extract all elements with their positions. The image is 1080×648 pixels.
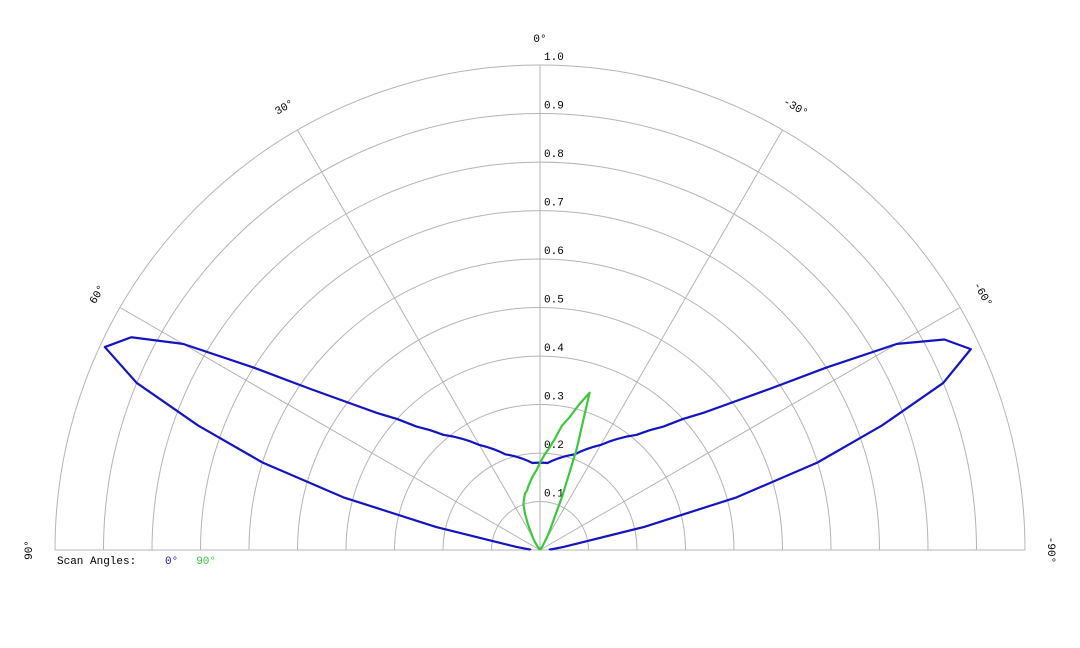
legend-entry: 90° (196, 556, 216, 568)
r-tick-label: 0.9 (544, 100, 564, 112)
grid-spoke (539, 129, 783, 551)
legend-entry: 0° (165, 556, 178, 568)
angle-tick-label: 0° (533, 34, 546, 46)
grid-spoke (539, 307, 961, 551)
angle-tick-label: 60° (88, 283, 108, 306)
angle-tick-label: -90° (1044, 537, 1056, 563)
r-tick-label: 0.8 (544, 149, 564, 161)
grid-spoke (297, 129, 541, 551)
angle-tick-label: -30° (781, 96, 810, 120)
legend-title: Scan Angles: (57, 556, 136, 568)
r-tick-label: 0.7 (544, 197, 564, 209)
r-tick-label: 0.5 (544, 294, 564, 306)
angle-tick-label: -60° (970, 281, 994, 310)
angle-tick-label: 90° (24, 540, 36, 560)
r-tick-label: 0.4 (544, 343, 564, 355)
series-line (103, 336, 972, 551)
r-tick-label: 0.6 (544, 246, 564, 258)
angle-tick-label: 30° (273, 98, 296, 118)
r-tick-label: 0.1 (544, 488, 564, 500)
r-tick-label: 0.3 (544, 391, 564, 403)
r-tick-label: 1.0 (544, 52, 564, 64)
grid-spoke (119, 307, 541, 551)
series-line (522, 391, 591, 551)
